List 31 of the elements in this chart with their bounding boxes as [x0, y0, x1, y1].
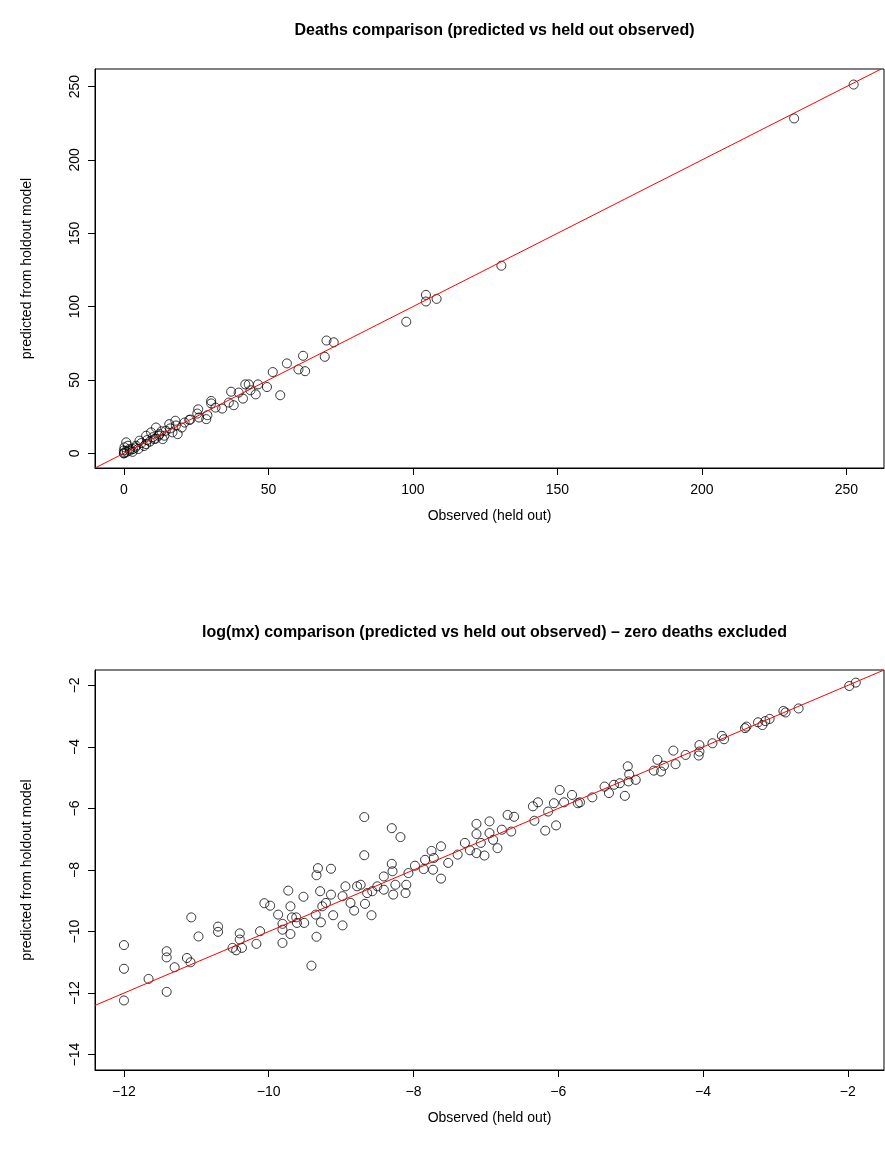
- x-tick-label: 0: [120, 481, 128, 497]
- x-tick-label: 150: [545, 481, 570, 497]
- y-tick-label: 250: [66, 74, 82, 99]
- y-tick-label: 200: [66, 148, 82, 172]
- x-tick-label: −10: [256, 1083, 281, 1099]
- y-axis-title: predicted from holdout model: [18, 779, 34, 961]
- chart-title: log(mx) comparison (predicted vs held out observed) – zero deaths excluded: [201, 622, 788, 640]
- x-tick-label: −12: [112, 1083, 137, 1099]
- x-tick-label: 200: [690, 481, 714, 497]
- y-tick-label: −12: [66, 980, 82, 1005]
- y-tick-label: 100: [66, 294, 82, 319]
- y-tick-label: −4: [66, 738, 82, 755]
- x-tick-label: −6: [550, 1083, 567, 1099]
- y-axis-title: predicted from holdout model: [18, 177, 34, 360]
- x-axis-title: Observed (held out): [427, 507, 552, 523]
- x-axis-title: Observed (held out): [427, 1109, 552, 1125]
- chart-title: Deaths comparison (predicted vs held out observed): [294, 20, 695, 38]
- y-tick-label: 50: [66, 371, 82, 388]
- x-tick-label: 100: [401, 481, 425, 497]
- x-tick-label: −2: [839, 1083, 856, 1099]
- y-tick-label: −10: [66, 919, 82, 944]
- y-tick-label: −2: [66, 677, 82, 694]
- y-tick-label: −6: [66, 800, 82, 817]
- y-tick-label: 150: [66, 221, 82, 245]
- y-tick-label: −14: [66, 1042, 82, 1067]
- y-tick-label: 0: [66, 449, 82, 458]
- x-tick-label: −8: [405, 1083, 422, 1099]
- x-tick-label: −4: [695, 1083, 712, 1099]
- x-tick-label: 50: [260, 481, 277, 497]
- y-tick-label: −8: [66, 861, 82, 878]
- x-tick-label: 250: [834, 481, 859, 497]
